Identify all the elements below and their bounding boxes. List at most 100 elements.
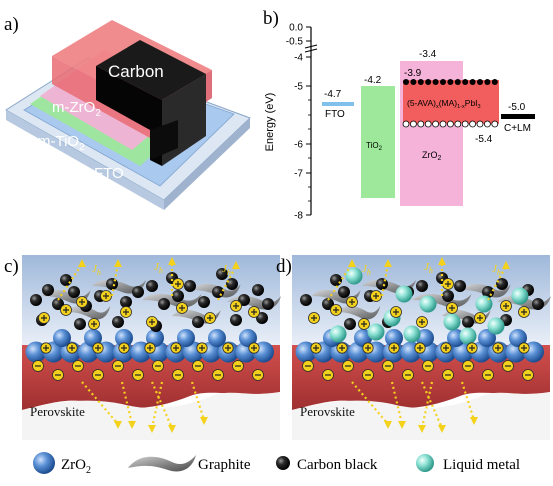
arrow-head	[384, 259, 392, 267]
zro2-sphere	[115, 329, 133, 347]
clm-label: C+LM	[504, 123, 531, 134]
zro2-device-label: m-ZrO2	[52, 99, 101, 119]
substrate-wave	[22, 392, 280, 440]
hole-charge	[308, 312, 320, 324]
arrow-head	[502, 261, 510, 269]
electron-charge	[502, 360, 514, 372]
carbon-black-particle	[192, 316, 204, 328]
hole-flow-arrow	[487, 265, 507, 301]
liquid-metal-sphere	[487, 317, 505, 335]
hole-charge	[170, 342, 182, 354]
y-tick-label: -7	[294, 169, 303, 180]
hole	[461, 120, 469, 128]
liquid-metal-sphere	[511, 287, 529, 305]
electron-charge	[172, 369, 184, 381]
arrow-head	[114, 421, 122, 429]
carbon-black-particle	[158, 298, 170, 310]
panel-label-d: d)	[276, 256, 292, 277]
panel-label-c: c)	[4, 256, 19, 277]
perovskite-cb-value: -3.9	[404, 68, 422, 79]
carbon-black-particle	[184, 280, 196, 292]
carbon-black-particle	[338, 286, 350, 298]
hole-charge	[196, 342, 208, 354]
carbon-black-particle	[300, 294, 312, 306]
legend-zro2-label: ZrO2	[61, 457, 91, 476]
substrate-side	[164, 118, 250, 210]
electron	[447, 79, 454, 85]
legend-graphite-label: Graphite	[198, 457, 251, 473]
zro2-sphere	[53, 329, 71, 347]
arrow-head	[232, 261, 240, 269]
carbon-black-particle	[212, 286, 224, 298]
carbon-black-particle	[532, 298, 544, 310]
electron	[462, 79, 469, 85]
carbon-black-particle	[442, 290, 454, 302]
arrow-head	[148, 425, 156, 433]
y-tick-label: -8	[294, 211, 303, 222]
carbon-black-particle	[172, 290, 184, 302]
carbon-black-particle	[376, 278, 388, 290]
hole	[432, 120, 440, 128]
hole-charge	[40, 342, 52, 354]
hole-charge	[172, 278, 184, 290]
legend-carbon-black-swatch	[276, 456, 290, 470]
legend-liquid-metal-swatch	[416, 454, 434, 472]
hole	[476, 120, 484, 128]
arrow-head	[168, 257, 176, 265]
hole-flow-arrow	[110, 263, 120, 297]
clm-level-bar	[501, 114, 535, 119]
liquid-metal-sphere	[419, 295, 437, 313]
electron	[454, 79, 461, 85]
electron-row	[403, 79, 498, 85]
arrow-head	[114, 259, 122, 267]
electron-charge	[522, 369, 534, 381]
fto-level-value: -4.7	[324, 89, 342, 100]
arrow-head	[168, 425, 176, 433]
arrow-head	[470, 417, 478, 425]
hole-charge	[440, 342, 452, 354]
electron-charge	[212, 369, 224, 381]
hole-charge	[60, 304, 72, 316]
legend-carbon-black-label: Carbon black	[297, 457, 378, 473]
legend-zro2-swatch	[33, 452, 55, 474]
carrier-flow-arrow	[351, 381, 389, 425]
hole-flow-arrow	[217, 265, 237, 301]
carbon-black-particle	[344, 318, 356, 330]
liquid-metal-sphere	[475, 295, 493, 313]
hole-charge	[442, 278, 454, 290]
y-axis-ticks: 0.0 -0.5 -4 -5 -6 -7 -8	[286, 23, 311, 222]
zro2-sphere	[478, 329, 496, 347]
legend-liquid-metal-label: Liquid metal	[443, 457, 520, 473]
y-tick-label: 0.0	[289, 23, 303, 34]
y-tick-label: -4	[294, 53, 303, 64]
axis-break-1	[304, 44, 318, 49]
graphite-flake	[336, 305, 381, 320]
electron-charge	[442, 369, 454, 381]
hole-row	[402, 120, 499, 128]
perovskite-label: Perovskite	[30, 404, 85, 419]
liquid-metal-sphere	[367, 323, 385, 341]
electron-charge	[402, 369, 414, 381]
hole	[402, 120, 410, 128]
carbon-black-particle	[30, 294, 42, 306]
carbon-black-particle	[262, 298, 274, 310]
carbon-black-particle	[454, 280, 466, 292]
carbon-black-particle	[132, 286, 144, 298]
electron-charge	[92, 369, 104, 381]
hole-charge	[362, 342, 374, 354]
y-tick-label: -5	[294, 82, 303, 93]
hole-charge	[248, 342, 260, 354]
hole-charge	[416, 316, 428, 328]
zro2-sphere	[239, 329, 257, 347]
liquid-metal-sphere	[329, 325, 347, 343]
electron	[425, 79, 432, 85]
hole-charge	[500, 300, 512, 312]
electron	[440, 79, 446, 85]
zro2-sphere	[509, 329, 527, 347]
zro2-band-label: ZrO2	[422, 150, 442, 162]
hole-charge	[100, 290, 112, 302]
substrate-wave	[292, 392, 550, 440]
carbon-black-particle	[106, 278, 118, 290]
tio2-device-label: m-TiO2	[38, 133, 85, 153]
y-tick-label: -6	[294, 140, 303, 151]
